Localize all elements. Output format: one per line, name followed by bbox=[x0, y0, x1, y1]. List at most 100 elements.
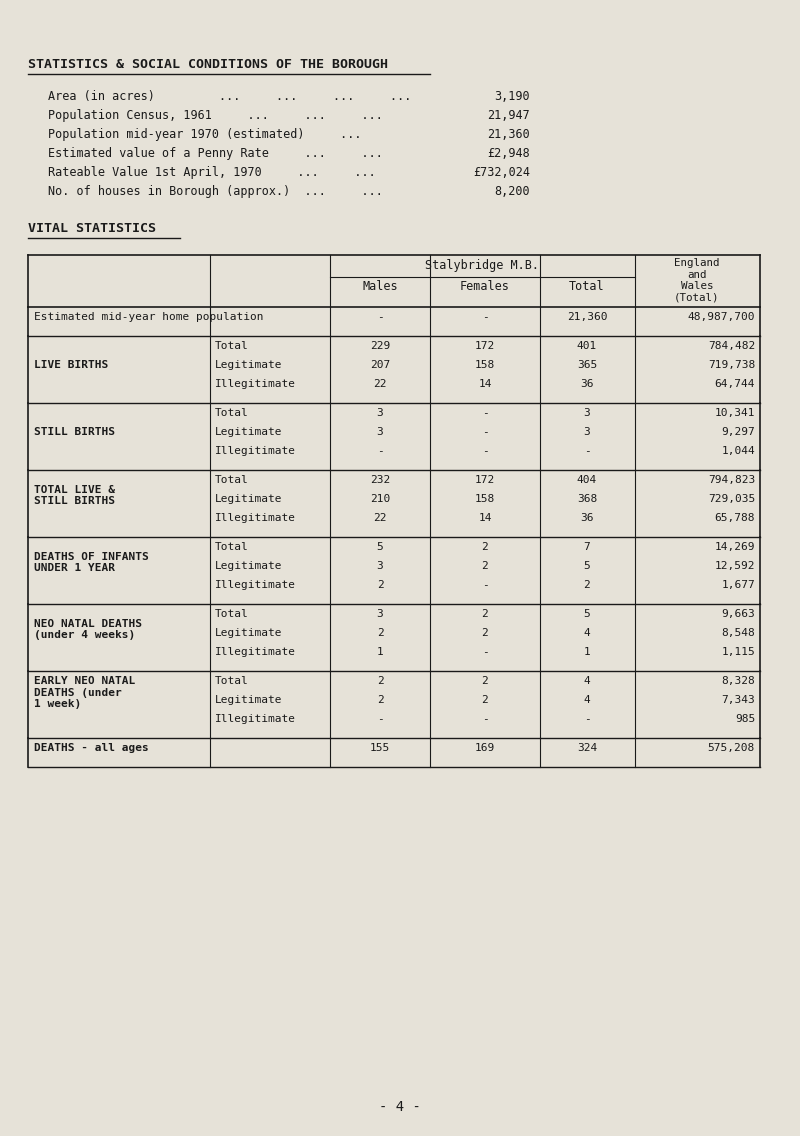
Text: 172: 172 bbox=[475, 475, 495, 485]
Text: 2: 2 bbox=[584, 580, 590, 590]
Text: 2: 2 bbox=[482, 609, 488, 619]
Text: 4: 4 bbox=[584, 628, 590, 638]
Text: 3: 3 bbox=[584, 408, 590, 418]
Text: 65,788: 65,788 bbox=[714, 513, 755, 523]
Text: Illegitimate: Illegitimate bbox=[215, 446, 296, 456]
Text: England
and
Wales
(Total): England and Wales (Total) bbox=[674, 258, 720, 303]
Text: 4: 4 bbox=[584, 695, 590, 705]
Text: STATISTICS & SOCIAL CONDITIONS OF THE BOROUGH: STATISTICS & SOCIAL CONDITIONS OF THE BO… bbox=[28, 58, 388, 72]
Text: Males: Males bbox=[362, 279, 398, 293]
Text: Illegitimate: Illegitimate bbox=[215, 580, 296, 590]
Text: Rateable Value 1st April, 1970     ...     ...: Rateable Value 1st April, 1970 ... ... bbox=[48, 166, 376, 179]
Text: 14: 14 bbox=[478, 513, 492, 523]
Text: Illegitimate: Illegitimate bbox=[215, 379, 296, 389]
Text: 10,341: 10,341 bbox=[714, 408, 755, 418]
Text: Population mid-year 1970 (estimated)     ...: Population mid-year 1970 (estimated) ... bbox=[48, 128, 362, 141]
Text: -: - bbox=[377, 446, 383, 456]
Text: 1,115: 1,115 bbox=[722, 648, 755, 657]
Text: 2: 2 bbox=[482, 695, 488, 705]
Text: 2: 2 bbox=[377, 695, 383, 705]
Text: NEO NATAL DEATHS
(under 4 weeks): NEO NATAL DEATHS (under 4 weeks) bbox=[34, 618, 142, 640]
Text: DEATHS OF INFANTS
UNDER 1 YEAR: DEATHS OF INFANTS UNDER 1 YEAR bbox=[34, 551, 149, 573]
Text: Total: Total bbox=[215, 676, 249, 686]
Text: Illegitimate: Illegitimate bbox=[215, 715, 296, 724]
Text: 3: 3 bbox=[377, 561, 383, 571]
Text: 729,035: 729,035 bbox=[708, 494, 755, 504]
Text: 155: 155 bbox=[370, 743, 390, 753]
Text: No. of houses in Borough (approx.)  ...     ...: No. of houses in Borough (approx.) ... .… bbox=[48, 185, 383, 198]
Text: Area (in acres)         ...     ...     ...     ...: Area (in acres) ... ... ... ... bbox=[48, 90, 411, 103]
Text: 12,592: 12,592 bbox=[714, 561, 755, 571]
Text: Legitimate: Legitimate bbox=[215, 695, 282, 705]
Text: 1: 1 bbox=[377, 648, 383, 657]
Text: 232: 232 bbox=[370, 475, 390, 485]
Text: -: - bbox=[482, 408, 488, 418]
Text: Legitimate: Legitimate bbox=[215, 561, 282, 571]
Text: 1,044: 1,044 bbox=[722, 446, 755, 456]
Text: £732,024: £732,024 bbox=[473, 166, 530, 179]
Text: 5: 5 bbox=[377, 542, 383, 552]
Text: 158: 158 bbox=[475, 360, 495, 370]
Text: 2: 2 bbox=[377, 580, 383, 590]
Text: DEATHS - all ages: DEATHS - all ages bbox=[34, 743, 149, 753]
Text: Legitimate: Legitimate bbox=[215, 628, 282, 638]
Text: Legitimate: Legitimate bbox=[215, 427, 282, 437]
Text: Illegitimate: Illegitimate bbox=[215, 513, 296, 523]
Text: 9,663: 9,663 bbox=[722, 609, 755, 619]
Text: Illegitimate: Illegitimate bbox=[215, 648, 296, 657]
Text: 1,677: 1,677 bbox=[722, 580, 755, 590]
Text: 36: 36 bbox=[580, 513, 594, 523]
Text: Total: Total bbox=[215, 475, 249, 485]
Text: 8,328: 8,328 bbox=[722, 676, 755, 686]
Text: 3: 3 bbox=[377, 427, 383, 437]
Text: 14: 14 bbox=[478, 379, 492, 389]
Text: Stalybridge M.B.: Stalybridge M.B. bbox=[425, 259, 539, 272]
Text: 404: 404 bbox=[577, 475, 597, 485]
Text: 365: 365 bbox=[577, 360, 597, 370]
Text: 719,738: 719,738 bbox=[708, 360, 755, 370]
Text: 21,947: 21,947 bbox=[487, 109, 530, 122]
Text: 5: 5 bbox=[584, 561, 590, 571]
Text: Total: Total bbox=[215, 609, 249, 619]
Text: 21,360: 21,360 bbox=[566, 312, 607, 321]
Text: - 4 -: - 4 - bbox=[379, 1100, 421, 1114]
Text: -: - bbox=[482, 648, 488, 657]
Text: -: - bbox=[584, 446, 590, 456]
Text: 1: 1 bbox=[584, 648, 590, 657]
Text: EARLY NEO NATAL
DEATHS (under
1 week): EARLY NEO NATAL DEATHS (under 1 week) bbox=[34, 676, 135, 709]
Text: Population Census, 1961     ...     ...     ...: Population Census, 1961 ... ... ... bbox=[48, 109, 383, 122]
Text: 3,190: 3,190 bbox=[494, 90, 530, 103]
Text: -: - bbox=[377, 312, 383, 321]
Text: Total: Total bbox=[215, 408, 249, 418]
Text: 401: 401 bbox=[577, 341, 597, 351]
Text: 794,823: 794,823 bbox=[708, 475, 755, 485]
Text: Total: Total bbox=[215, 341, 249, 351]
Text: -: - bbox=[482, 580, 488, 590]
Text: Females: Females bbox=[460, 279, 510, 293]
Text: 172: 172 bbox=[475, 341, 495, 351]
Text: 9,297: 9,297 bbox=[722, 427, 755, 437]
Text: -: - bbox=[377, 715, 383, 724]
Text: 2: 2 bbox=[482, 561, 488, 571]
Text: 8,548: 8,548 bbox=[722, 628, 755, 638]
Text: 64,744: 64,744 bbox=[714, 379, 755, 389]
Text: 2: 2 bbox=[482, 628, 488, 638]
Text: 985: 985 bbox=[734, 715, 755, 724]
Text: 784,482: 784,482 bbox=[708, 341, 755, 351]
Text: -: - bbox=[482, 427, 488, 437]
Text: 2: 2 bbox=[377, 628, 383, 638]
Text: 207: 207 bbox=[370, 360, 390, 370]
Text: 36: 36 bbox=[580, 379, 594, 389]
Text: 3: 3 bbox=[377, 408, 383, 418]
Text: 3: 3 bbox=[377, 609, 383, 619]
Text: 7,343: 7,343 bbox=[722, 695, 755, 705]
Text: Estimated mid-year home population: Estimated mid-year home population bbox=[34, 312, 263, 321]
Text: 21,360: 21,360 bbox=[487, 128, 530, 141]
Text: -: - bbox=[482, 446, 488, 456]
Text: 5: 5 bbox=[584, 609, 590, 619]
Text: 2: 2 bbox=[482, 542, 488, 552]
Text: 3: 3 bbox=[584, 427, 590, 437]
Text: 210: 210 bbox=[370, 494, 390, 504]
Text: Estimated value of a Penny Rate     ...     ...: Estimated value of a Penny Rate ... ... bbox=[48, 147, 383, 160]
Text: Legitimate: Legitimate bbox=[215, 494, 282, 504]
